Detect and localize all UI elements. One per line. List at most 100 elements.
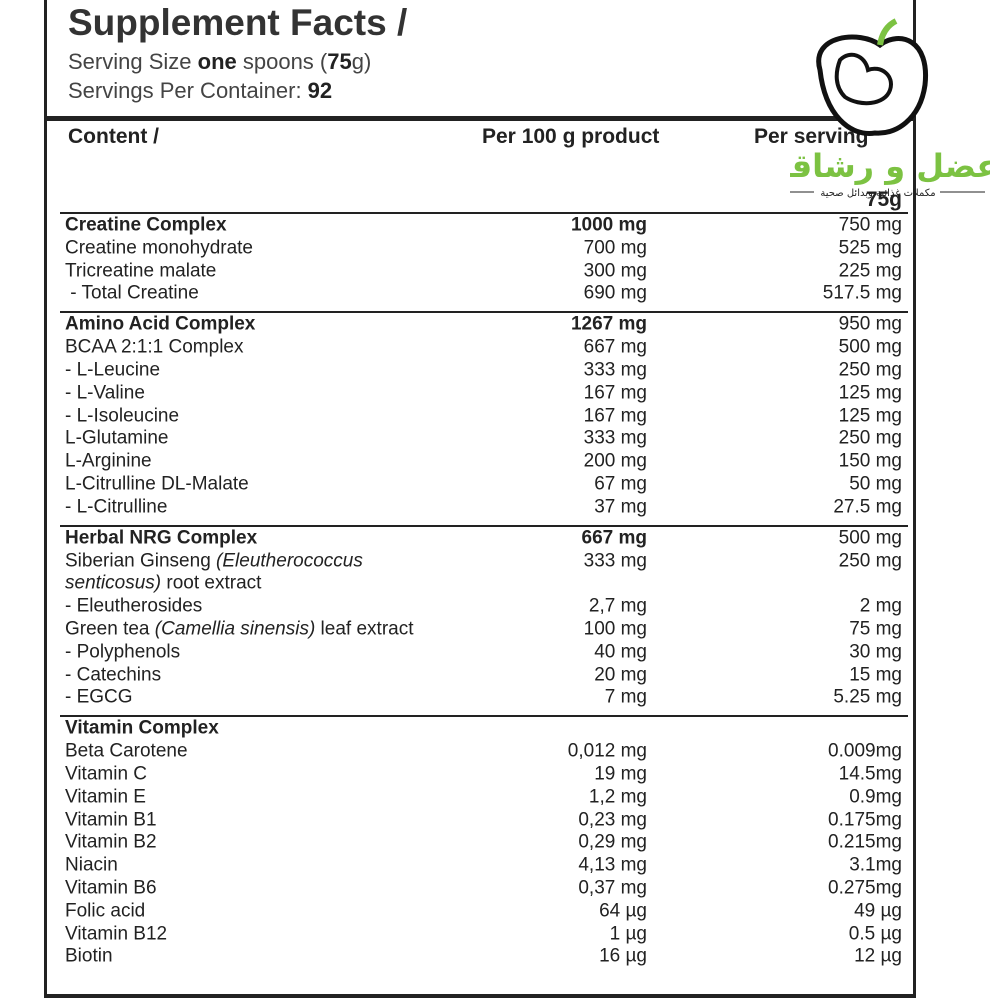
row-name: L-Glutamine <box>65 427 169 449</box>
border-right <box>913 0 916 997</box>
serving-size: Serving Size one spoons (75g) <box>68 51 371 73</box>
row-name: Biotin <box>65 945 113 967</box>
logo-name: عضل و رشاقة <box>790 147 990 185</box>
row-per-100g: 167 mg <box>583 382 647 404</box>
row-per-serving: 2 mg <box>859 595 902 617</box>
column-content: Content / <box>68 125 159 148</box>
text-part: 75 <box>327 49 352 74</box>
text-part: spoons ( <box>236 49 328 74</box>
row-per-serving: 500 mg <box>838 336 902 358</box>
row-per-100g: 333 mg <box>583 359 647 381</box>
text-part: root extract <box>161 572 262 594</box>
servings-per-container: Servings Per Container: 92 <box>68 80 332 102</box>
border-left <box>44 0 47 997</box>
row-per-serving: 50 mg <box>849 473 902 495</box>
row-name: Creatine monohydrate <box>65 237 253 259</box>
row-per-100g: 2,7 mg <box>588 595 647 617</box>
row-name: Green tea (Camellia sinensis) leaf extra… <box>65 620 414 639</box>
row-name: - L-Leucine <box>65 359 161 381</box>
row-per-serving: 525 mg <box>838 237 902 259</box>
row-name: - Eleutherosides <box>65 595 203 617</box>
row-name: Vitamin B1 <box>65 809 157 831</box>
section-per-100g: 1000 mg <box>570 214 647 236</box>
row-per-100g: 1,2 mg <box>588 786 647 808</box>
text-part: Green tea <box>65 618 155 640</box>
row-per-100g: 0,23 mg <box>578 809 647 831</box>
row-name: - L-Citrulline <box>65 496 168 518</box>
row-per-serving: 250 mg <box>838 550 902 572</box>
row-per-100g: 0,012 mg <box>567 740 647 762</box>
column-per-serving: Per serving <box>754 125 869 148</box>
section-per-serving: 750 mg <box>838 214 902 236</box>
section-rule <box>60 524 908 527</box>
row-per-100g: 64 µg <box>599 900 647 922</box>
row-name: - EGCG <box>65 686 133 708</box>
row-per-serving: 125 mg <box>838 405 902 427</box>
row-per-100g: 700 mg <box>583 237 647 259</box>
row-name: - Catechins <box>65 664 162 686</box>
row-per-serving: 0.9mg <box>849 786 902 808</box>
row-per-serving: 12 µg <box>854 945 902 967</box>
row-name: L-Citrulline DL-Malate <box>65 473 249 495</box>
row-name: - L-Valine <box>65 382 145 404</box>
row-name: senticosus) root extract <box>65 574 261 593</box>
row-per-100g: 690 mg <box>583 282 647 304</box>
row-per-serving: 0.5 µg <box>848 923 902 945</box>
row-per-100g: 67 mg <box>594 473 647 495</box>
row-per-100g: 0,37 mg <box>578 877 647 899</box>
row-name: Vitamin B12 <box>65 923 168 945</box>
text-part: Siberian Ginseng <box>65 550 217 572</box>
section-per-100g: 667 mg <box>581 527 647 549</box>
row-per-serving: 250 mg <box>838 359 902 381</box>
border-bottom <box>44 994 916 998</box>
row-per-serving: 5.25 mg <box>833 686 902 708</box>
title: Supplement Facts / <box>68 2 408 43</box>
row-per-100g: 7 mg <box>604 686 647 708</box>
row-name: Vitamin B6 <box>65 877 157 899</box>
row-per-serving: 225 mg <box>838 260 902 282</box>
row-name: BCAA 2:1:1 Complex <box>65 336 244 358</box>
row-per-serving: 0.215mg <box>828 831 902 853</box>
row-per-serving: 75 mg <box>849 618 902 640</box>
text-part: Serving Size <box>68 49 198 74</box>
row-per-100g: 40 mg <box>594 641 647 663</box>
text-part: one <box>197 49 237 74</box>
row-name: - Total Creatine <box>65 282 199 304</box>
row-per-100g: 19 mg <box>594 763 647 785</box>
row-per-100g: 333 mg <box>583 550 647 572</box>
column-per-100g: Per 100 g product <box>482 125 660 148</box>
section-rule <box>60 715 908 718</box>
logo-tagline: مكملات غذائية وبدائل صحية <box>820 188 935 199</box>
section-title: Herbal NRG Complex <box>65 527 258 549</box>
row-per-serving: 0.275mg <box>828 877 902 899</box>
row-per-serving: 0.175mg <box>828 809 902 831</box>
row-per-serving: 27.5 mg <box>833 496 902 518</box>
row-per-100g: 167 mg <box>583 405 647 427</box>
row-per-100g: 16 µg <box>599 945 647 967</box>
section-rule <box>60 311 908 314</box>
section-per-serving: 950 mg <box>838 313 902 335</box>
row-per-100g: 37 mg <box>594 496 647 518</box>
section-title: Creatine Complex <box>65 214 227 236</box>
text-part: 92 <box>307 78 333 103</box>
row-name: Vitamin C <box>65 763 148 785</box>
row-name: Siberian Ginseng (Eleutherococcus <box>65 551 363 570</box>
row-name: Tricreatine malate <box>65 260 217 282</box>
row-per-100g: 0,29 mg <box>578 831 647 853</box>
header-rule <box>44 116 916 121</box>
row-per-serving: 15 mg <box>849 664 902 686</box>
row-name: Folic acid <box>65 900 146 922</box>
row-per-100g: 4,13 mg <box>578 854 647 876</box>
row-per-100g: 300 mg <box>583 260 647 282</box>
text-part: Servings Per Container: <box>68 78 308 103</box>
logo-leaf <box>877 18 898 46</box>
row-per-100g: 100 mg <box>583 618 647 640</box>
row-per-100g: 1 µg <box>609 923 647 945</box>
row-per-serving: 125 mg <box>838 382 902 404</box>
text-part: senticosus) <box>65 572 162 594</box>
serving-amount: 75g <box>865 188 902 211</box>
row-per-serving: 0.009mg <box>828 740 902 762</box>
section-per-100g: 1267 mg <box>570 313 647 335</box>
section-rule <box>60 212 908 214</box>
